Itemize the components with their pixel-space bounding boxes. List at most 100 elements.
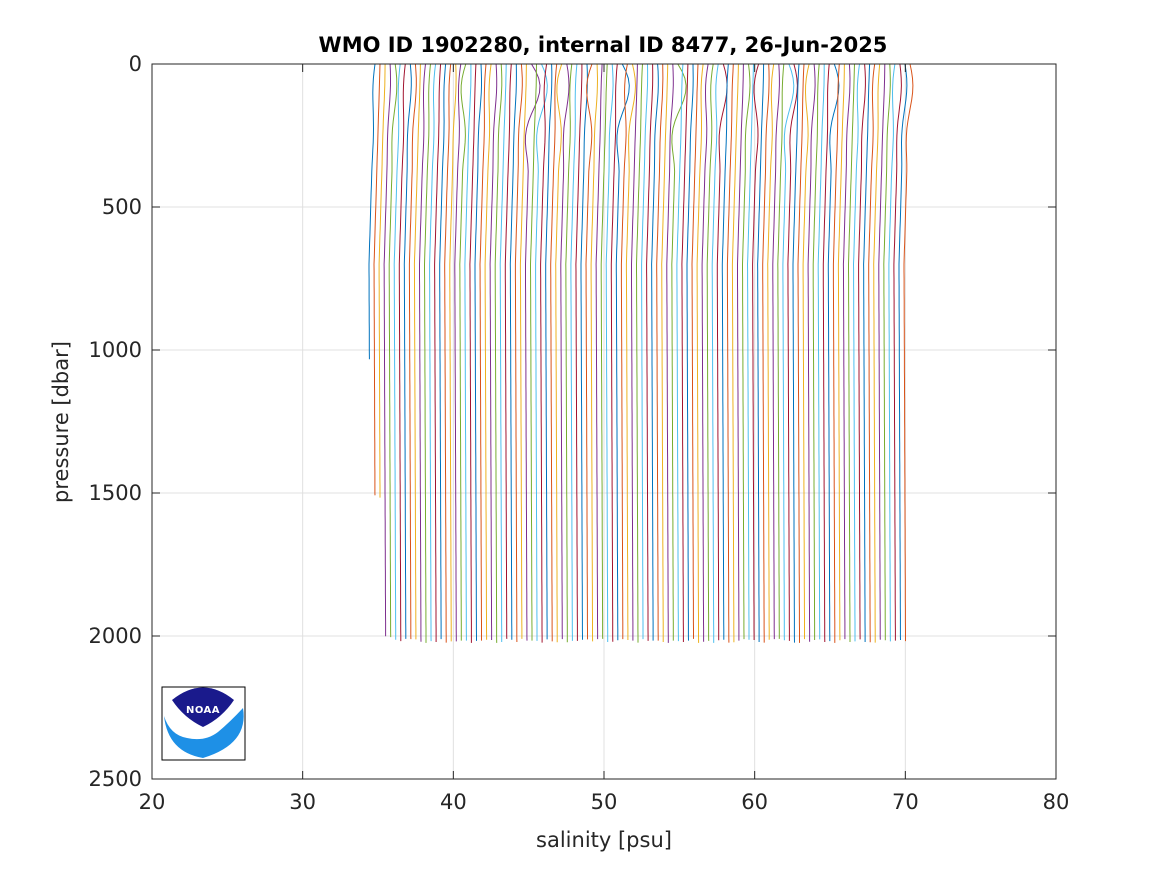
profile-line <box>600 63 608 639</box>
profile-line <box>550 63 558 642</box>
noaa-emblem-icon <box>164 687 244 758</box>
profile-line <box>575 64 583 641</box>
profile-line <box>737 63 744 641</box>
profile-line <box>898 63 908 641</box>
profile-line <box>499 63 507 642</box>
y-tick-labels: 0 500 1000 1500 2000 2500 <box>89 52 142 791</box>
x-tick-labels: 20 30 40 50 60 70 80 <box>139 790 1070 814</box>
profile-line <box>777 63 785 639</box>
profile-line <box>681 63 689 642</box>
profile-line <box>817 64 825 640</box>
profile-line <box>641 63 649 640</box>
profile-line <box>787 63 798 641</box>
profile-line <box>479 63 487 641</box>
profile-line <box>746 63 754 640</box>
profile-line <box>852 63 860 642</box>
profile-line <box>742 63 751 640</box>
profile-line <box>535 63 548 641</box>
profile-line <box>726 63 734 643</box>
profile-line <box>444 63 452 643</box>
profile-line <box>706 63 714 641</box>
chart-title: WMO ID 1902280, internal ID 8477, 26-Jun… <box>319 33 888 57</box>
profile-line <box>439 63 447 640</box>
profile-line <box>509 63 517 640</box>
profile-line <box>842 63 851 640</box>
profile-line <box>504 63 512 639</box>
noaa-logo: NOAA <box>161 686 246 761</box>
profile-line <box>388 63 398 638</box>
profile-line <box>434 63 442 642</box>
profile-line <box>464 64 472 641</box>
profile-line <box>888 63 896 642</box>
profile-line <box>449 63 457 642</box>
profile-line <box>782 63 795 641</box>
profile-line <box>812 63 820 640</box>
profile-line <box>560 63 570 640</box>
profile-line <box>792 63 800 643</box>
profile-line <box>540 63 548 643</box>
x-tick-label: 80 <box>1043 790 1070 814</box>
profile-line <box>686 63 694 641</box>
profile-line <box>666 63 674 643</box>
profile-line <box>893 63 902 641</box>
profile-line <box>368 63 376 360</box>
profile-line <box>848 63 855 642</box>
profile-line <box>419 63 426 642</box>
noaa-logo-text: NOAA <box>186 705 220 716</box>
profile-line <box>731 63 739 643</box>
profile-line <box>519 63 527 639</box>
profile-line <box>858 63 866 640</box>
x-axis-label: salinity [psu] <box>536 828 672 852</box>
profile-line <box>827 63 840 642</box>
profile-line <box>868 63 876 643</box>
profile-line <box>565 63 573 643</box>
profile-line <box>378 63 386 498</box>
y-tick-label: 2500 <box>89 767 142 791</box>
profile-line <box>716 63 728 641</box>
profile-line <box>590 63 599 642</box>
profile-line <box>489 63 498 640</box>
profile-line <box>676 63 684 642</box>
profile-line <box>656 63 664 641</box>
profile-line <box>620 63 628 640</box>
profile-line <box>873 63 881 643</box>
profile-line <box>398 63 406 642</box>
profile-line <box>474 63 482 641</box>
profile-line <box>373 63 381 496</box>
profile-line <box>807 63 816 642</box>
x-tick-label: 60 <box>741 790 768 814</box>
profile-line <box>424 63 431 643</box>
profile-line <box>863 63 871 642</box>
profile-line <box>631 63 638 641</box>
profile-line <box>832 63 840 643</box>
profile-line <box>636 63 643 643</box>
profile-line <box>545 63 553 640</box>
profile-line <box>494 63 503 643</box>
y-tick-label: 1000 <box>89 338 142 362</box>
profile-line <box>403 63 412 639</box>
x-tick-label: 40 <box>440 790 467 814</box>
x-tick-label: 70 <box>892 790 919 814</box>
profile-line <box>797 63 805 643</box>
profile-line <box>691 63 699 639</box>
profile-line <box>595 63 603 640</box>
y-tick-label: 500 <box>102 195 142 219</box>
profile-line <box>752 63 760 640</box>
profile-line <box>625 63 637 640</box>
profile-line <box>413 63 421 640</box>
profile-line <box>883 63 891 641</box>
profile-line <box>524 63 541 641</box>
profile-line <box>721 63 729 640</box>
profile-line <box>605 63 614 642</box>
profile-line <box>514 63 523 643</box>
profile-line <box>757 63 765 642</box>
profile-line <box>822 63 830 643</box>
profile-line <box>585 63 593 640</box>
profile-line <box>580 63 588 640</box>
profile-line <box>701 63 709 642</box>
profile-line <box>696 63 704 643</box>
profile-line <box>469 63 477 643</box>
profile-line <box>646 63 654 641</box>
y-tick-label: 2000 <box>89 624 142 648</box>
profile-line <box>837 63 845 641</box>
